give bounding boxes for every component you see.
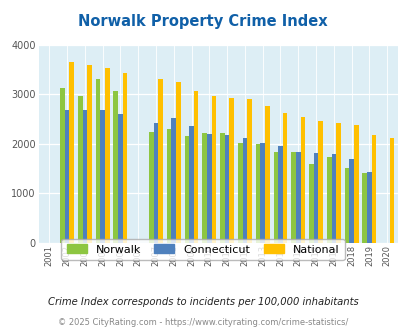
Bar — [277, 146, 282, 243]
Bar — [229, 98, 233, 243]
Bar — [184, 136, 189, 243]
Bar — [64, 110, 69, 243]
Bar — [242, 138, 247, 243]
Bar — [335, 123, 340, 243]
Bar — [60, 88, 64, 243]
Bar — [273, 152, 277, 243]
Bar — [264, 106, 269, 243]
Bar — [295, 152, 300, 243]
Bar — [318, 121, 322, 243]
Text: © 2025 CityRating.com - https://www.cityrating.com/crime-statistics/: © 2025 CityRating.com - https://www.city… — [58, 318, 347, 327]
Bar — [96, 79, 100, 243]
Bar — [78, 96, 82, 243]
Bar — [122, 73, 127, 243]
Bar — [308, 164, 313, 243]
Bar — [211, 96, 216, 243]
Bar — [247, 100, 251, 243]
Bar — [331, 154, 335, 243]
Bar — [255, 144, 260, 243]
Text: Norwalk Property Crime Index: Norwalk Property Crime Index — [78, 14, 327, 29]
Bar — [260, 143, 264, 243]
Bar — [171, 118, 176, 243]
Bar — [193, 91, 198, 243]
Bar — [82, 110, 87, 243]
Bar — [237, 143, 242, 243]
Bar — [326, 157, 331, 243]
Bar — [291, 152, 295, 243]
Bar — [176, 82, 180, 243]
Bar — [113, 91, 118, 243]
Bar — [353, 125, 358, 243]
Bar — [224, 135, 229, 243]
Bar — [348, 159, 353, 243]
Bar — [104, 68, 109, 243]
Bar — [189, 126, 193, 243]
Bar — [158, 79, 162, 243]
Bar — [282, 113, 287, 243]
Bar — [118, 114, 122, 243]
Bar — [300, 117, 305, 243]
Bar — [313, 153, 318, 243]
Bar — [344, 168, 348, 243]
Bar — [153, 123, 158, 243]
Bar — [362, 173, 366, 243]
Bar — [166, 129, 171, 243]
Bar — [207, 134, 211, 243]
Bar — [388, 138, 393, 243]
Bar — [371, 135, 375, 243]
Bar — [100, 110, 104, 243]
Bar — [202, 133, 207, 243]
Bar — [220, 133, 224, 243]
Bar — [149, 132, 153, 243]
Bar — [366, 172, 371, 243]
Text: Crime Index corresponds to incidents per 100,000 inhabitants: Crime Index corresponds to incidents per… — [47, 297, 358, 307]
Legend: Norwalk, Connecticut, National: Norwalk, Connecticut, National — [61, 239, 344, 260]
Bar — [87, 65, 92, 243]
Bar — [69, 62, 74, 243]
